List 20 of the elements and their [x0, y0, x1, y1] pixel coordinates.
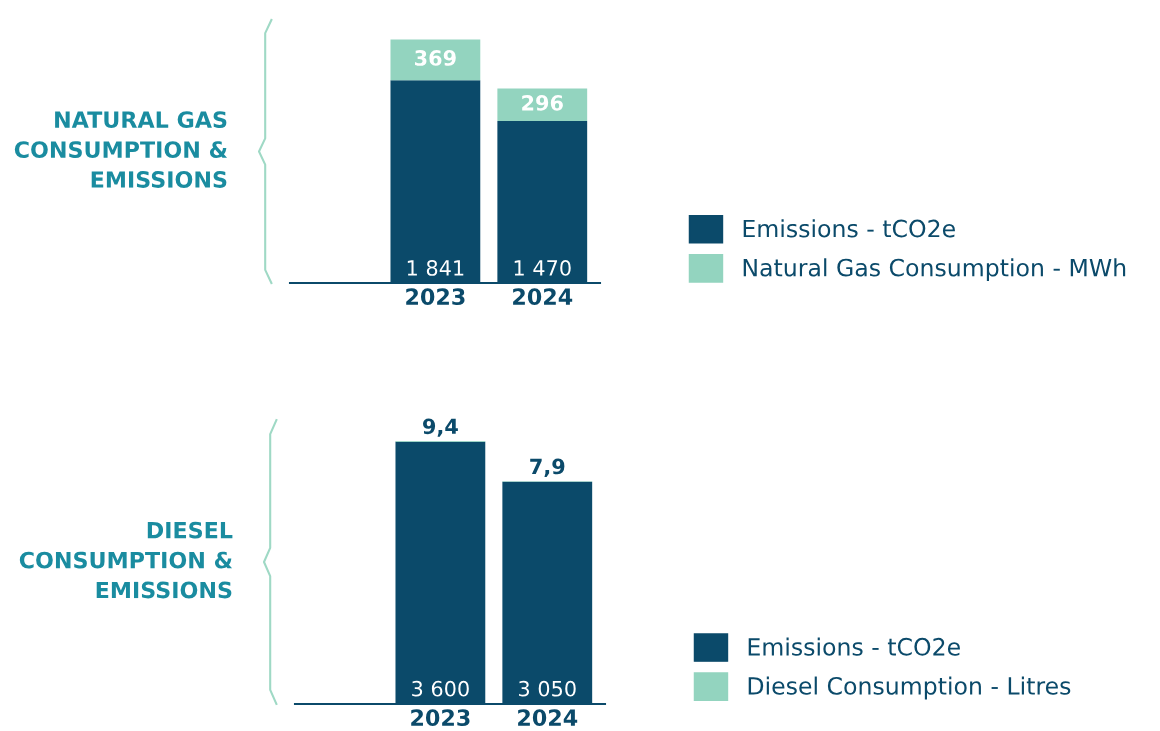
text: DIESEL CONSUMPTION & EMISSIONS [19, 521, 233, 599]
data-label: 1 470 [514, 260, 571, 276]
bar [390, 39, 481, 81]
text: NATURAL GAS CONSUMPTION & EMISSIONS [14, 111, 228, 188]
data-label: 296 [522, 95, 563, 111]
bar [497, 88, 588, 122]
x-tick-label: 2024 [518, 709, 578, 727]
data-label: 369 [415, 50, 456, 66]
data-label: 3 050 [519, 680, 576, 697]
data-label: 9,4 [423, 418, 458, 437]
legend-label: Diesel Consumption - Litres [748, 676, 1071, 700]
x-tick-label: 2023 [406, 288, 465, 306]
x-tick-label: 2024 [513, 288, 573, 306]
legend-label: Emissions - tCO2e [743, 219, 955, 238]
data-label: 3 600 [412, 680, 469, 697]
x-tick-label: 2023 [411, 709, 470, 727]
data-label: 1 841 [407, 260, 464, 276]
legend-label: Natural Gas Consumption - MWh [743, 258, 1126, 282]
data-label: 7,9 [530, 458, 565, 477]
legend-label: Emissions - tCO2e [748, 637, 960, 656]
